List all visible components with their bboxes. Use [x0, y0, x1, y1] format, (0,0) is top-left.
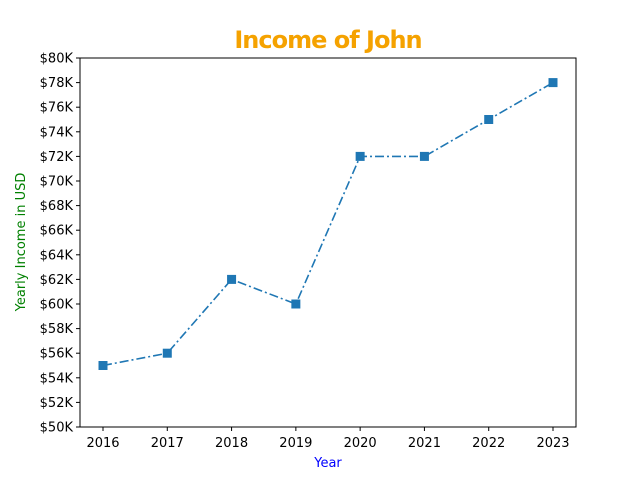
x-tick-label: 2020	[344, 436, 377, 451]
x-tick-label: 2022	[472, 436, 505, 451]
y-tick-label: $64K	[40, 248, 74, 263]
data-point	[98, 361, 108, 370]
y-tick-label: $50K	[40, 421, 74, 436]
y-tick-label: $58K	[40, 322, 74, 337]
data-point	[419, 151, 429, 161]
y-tick-label: $56K	[40, 347, 74, 362]
plot-area: $50K $52K $54K $56K $58K $60K $62K $64K $66K $68K…	[40, 52, 577, 451]
y-tick-label: $62K	[40, 273, 74, 288]
y-tick-label: $60K	[40, 298, 74, 313]
data-point	[227, 274, 237, 284]
y-axis-label: Yearly Income in USD	[14, 173, 29, 313]
y-tick-label: $52K	[40, 396, 74, 411]
plot-frame	[79, 57, 577, 428]
y-tick-label: $72K	[40, 150, 74, 165]
x-axis-label: Year	[313, 456, 342, 471]
data-point	[162, 348, 172, 358]
x-tick-label: 2016	[86, 436, 119, 451]
data-point	[548, 78, 558, 88]
data-point	[291, 299, 301, 309]
y-tick-label: $80K	[40, 52, 74, 67]
y-tick-label: $66K	[40, 224, 74, 239]
x-tick-label: 2019	[279, 436, 312, 451]
series-line	[102, 81, 554, 367]
x-tick-label: 2017	[151, 436, 184, 451]
y-tick-label: $54K	[40, 371, 74, 386]
y-tick-label: $76K	[40, 101, 74, 116]
chart-title: Income of John	[234, 26, 421, 54]
data-point	[355, 151, 365, 161]
x-tick-label: 2023	[536, 436, 569, 451]
y-tick-label: $70K	[40, 175, 74, 190]
y-tick-label: $78K	[40, 76, 74, 91]
x-tick-label: 2018	[215, 436, 248, 451]
data-point	[484, 115, 494, 124]
y-tick-label: $74K	[40, 125, 74, 140]
x-tick-label: 2021	[408, 436, 441, 451]
y-tick-label: $68K	[40, 199, 74, 214]
